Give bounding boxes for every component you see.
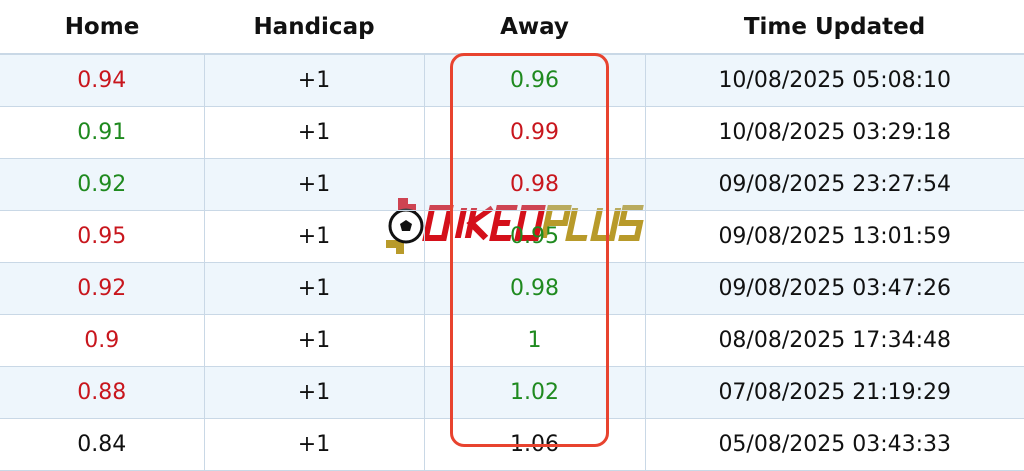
away-odds: 0.98 bbox=[423, 158, 646, 211]
table-row: 0.91 +1 0.99 10/08/2025 03:29:18 bbox=[0, 106, 1024, 159]
home-odds: 0.94 bbox=[0, 54, 205, 107]
time-updated: 08/08/2025 17:34:48 bbox=[644, 314, 1024, 367]
table-row: 0.92 +1 0.98 09/08/2025 03:47:26 bbox=[0, 262, 1024, 315]
home-odds: 0.91 bbox=[0, 106, 205, 159]
away-odds: 1.02 bbox=[423, 366, 646, 419]
away-odds: 1.06 bbox=[423, 418, 646, 471]
home-odds: 0.9 bbox=[0, 314, 205, 367]
handicap-value: +1 bbox=[203, 314, 425, 367]
header-row: Home Handicap Away Time Updated bbox=[0, 0, 1024, 55]
time-updated: 05/08/2025 03:43:33 bbox=[644, 418, 1024, 471]
home-odds: 0.84 bbox=[0, 418, 205, 471]
header-time-updated: Time Updated bbox=[645, 0, 1024, 55]
time-updated: 10/08/2025 05:08:10 bbox=[644, 54, 1024, 107]
time-updated: 09/08/2025 13:01:59 bbox=[644, 210, 1024, 263]
home-odds: 0.95 bbox=[0, 210, 205, 263]
table-row: 0.88 +1 1.02 07/08/2025 21:19:29 bbox=[0, 366, 1024, 419]
header-home: Home bbox=[0, 0, 204, 55]
time-updated: 07/08/2025 21:19:29 bbox=[644, 366, 1024, 419]
header-away: Away bbox=[424, 0, 645, 55]
handicap-value: +1 bbox=[203, 210, 425, 263]
handicap-value: +1 bbox=[203, 418, 425, 471]
table-row: 0.94 +1 0.96 10/08/2025 05:08:10 bbox=[0, 54, 1024, 107]
handicap-value: +1 bbox=[203, 158, 425, 211]
time-updated: 10/08/2025 03:29:18 bbox=[644, 106, 1024, 159]
handicap-value: +1 bbox=[203, 366, 425, 419]
away-odds: 0.98 bbox=[423, 262, 646, 315]
time-updated: 09/08/2025 03:47:26 bbox=[644, 262, 1024, 315]
table-row: 0.84 +1 1.06 05/08/2025 03:43:33 bbox=[0, 418, 1024, 471]
handicap-value: +1 bbox=[203, 106, 425, 159]
away-odds: 0.99 bbox=[423, 106, 646, 159]
away-odds: 0.95 bbox=[423, 210, 646, 263]
header-handicap: Handicap bbox=[204, 0, 424, 55]
away-odds: 1 bbox=[423, 314, 646, 367]
table-row: 0.92 +1 0.98 09/08/2025 23:27:54 bbox=[0, 158, 1024, 211]
home-odds: 0.92 bbox=[0, 262, 205, 315]
away-odds: 0.96 bbox=[423, 54, 646, 107]
table-row: 0.95 +1 0.95 09/08/2025 13:01:59 bbox=[0, 210, 1024, 263]
time-updated: 09/08/2025 23:27:54 bbox=[644, 158, 1024, 211]
handicap-value: +1 bbox=[203, 54, 425, 107]
handicap-value: +1 bbox=[203, 262, 425, 315]
home-odds: 0.92 bbox=[0, 158, 205, 211]
home-odds: 0.88 bbox=[0, 366, 205, 419]
table-row: 0.9 +1 1 08/08/2025 17:34:48 bbox=[0, 314, 1024, 367]
